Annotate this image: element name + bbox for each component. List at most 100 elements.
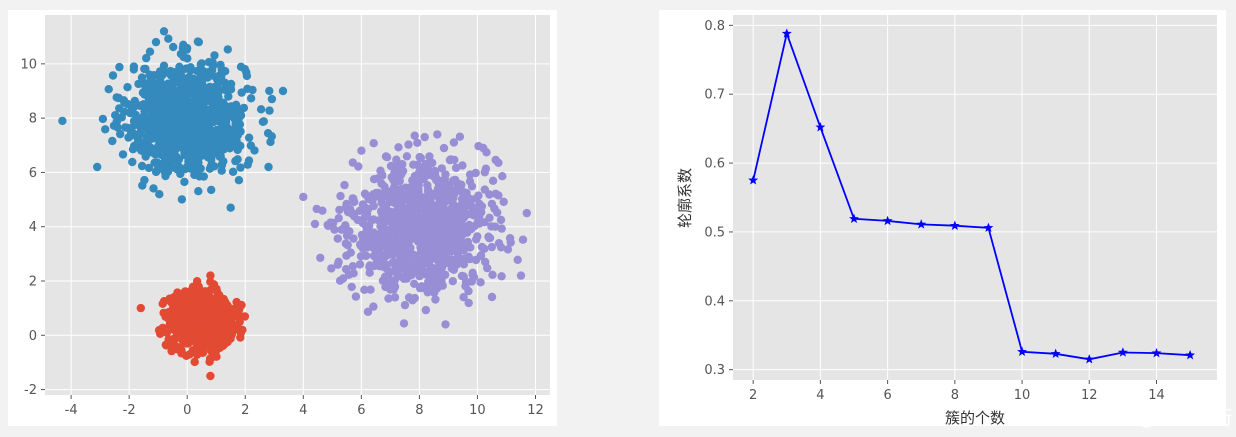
scatter-point [451,163,461,173]
scatter-point [357,146,366,155]
scatter-point [513,255,522,264]
line-y-tick-label: 0.5 [704,225,725,240]
line-x-tick-label: 10 [1014,388,1031,403]
scatter-x-tick-label: 0 [183,403,191,418]
scatter-point [476,251,485,261]
scatter-point [439,248,448,258]
scatter-point [138,181,147,190]
scatter-point [421,160,430,169]
scatter-point [267,94,277,104]
scatter-point [146,76,155,85]
scatter-point [441,170,450,179]
scatter-point [227,112,236,121]
silhouette-point-marker [916,219,927,229]
scatter-point [214,147,223,157]
line-x-tick-label: 4 [816,388,824,403]
scatter-point [457,240,467,250]
scatter-point [318,206,327,215]
scatter-point [366,228,375,237]
scatter-point [522,208,531,218]
scatter-point [392,162,401,171]
scatter-point [455,132,465,141]
scatter-point [480,168,489,177]
csdn-watermark: CSDN @浊酒南街 [1077,407,1232,429]
scatter-point [142,53,151,63]
scatter-point [487,292,497,302]
scatter-point [400,221,409,230]
scatter-x-tick-label: 12 [527,403,544,418]
scatter-point [378,276,388,285]
scatter-point [468,270,477,279]
scatter-point [231,325,240,334]
scatter-point [155,190,164,199]
scatter-point [404,253,413,262]
scatter-point [348,262,358,271]
scatter-point [465,177,475,186]
scatter-point [343,240,352,250]
scatter-point [165,127,174,136]
scatter-point [429,247,438,256]
scatter-point [388,245,397,255]
silhouette-series-line [752,30,1191,361]
scatter-point [341,203,351,212]
scatter-point [209,352,218,361]
silhouette-point-marker [781,28,792,38]
scatter-point [197,140,206,149]
scatter-point [223,124,232,133]
scatter-x-tick-label: -2 [123,403,136,418]
scatter-point [470,222,479,231]
scatter-point [413,263,422,273]
scatter-point [214,132,224,141]
scatter-point [447,241,457,250]
scatter-point [227,140,236,150]
scatter-point [327,264,336,273]
scatter-point [420,132,429,142]
scatter-point [461,277,471,286]
scatter-point [449,138,459,147]
scatter-point [355,206,364,215]
scatter-point [104,85,113,94]
scatter-point [413,138,422,147]
scatter-point [185,139,194,148]
scatter-point [130,96,139,106]
scatter-y-tick-label: 6 [29,166,37,181]
scatter-point [369,175,379,184]
scatter-y-tick-label: 0 [29,329,37,344]
scatter-point [431,204,441,213]
scatter-point [403,213,413,222]
scatter-point [157,150,166,160]
scatter-point [438,261,447,270]
scatter-point [330,225,339,234]
scatter-point [404,140,413,149]
line-y-tick-label: 0.7 [704,88,725,103]
scatter-point [398,166,408,176]
silhouette-point-marker [849,213,859,224]
scatter-point [192,119,201,128]
scatter-point [187,164,196,173]
scatter-point [377,253,387,262]
scatter-point [348,158,357,167]
silhouette-point-marker [1084,354,1095,364]
scatter-point [341,224,350,233]
scatter-point [423,268,433,277]
scatter-point [197,59,206,68]
scatter-point [265,106,274,115]
scatter-point [171,94,181,103]
scatter-point [143,125,153,134]
scatter-point [421,238,431,248]
scatter-point [404,263,413,272]
scatter-point [388,278,397,287]
line-y-axis-label: 轮廓系数 [676,168,694,228]
scatter-point [217,65,226,74]
line-x-axis-label: 簇的个数 [945,409,1005,427]
line-x-tick-label: 6 [883,388,891,403]
scatter-point [187,311,196,320]
scatter-point [158,84,167,94]
scatter-point [177,195,187,204]
scatter-point [506,238,515,247]
scatter-points [58,27,531,381]
scatter-point [164,34,173,43]
scatter-point [158,299,167,308]
scatter-point [210,51,219,60]
scatter-point [464,298,473,308]
